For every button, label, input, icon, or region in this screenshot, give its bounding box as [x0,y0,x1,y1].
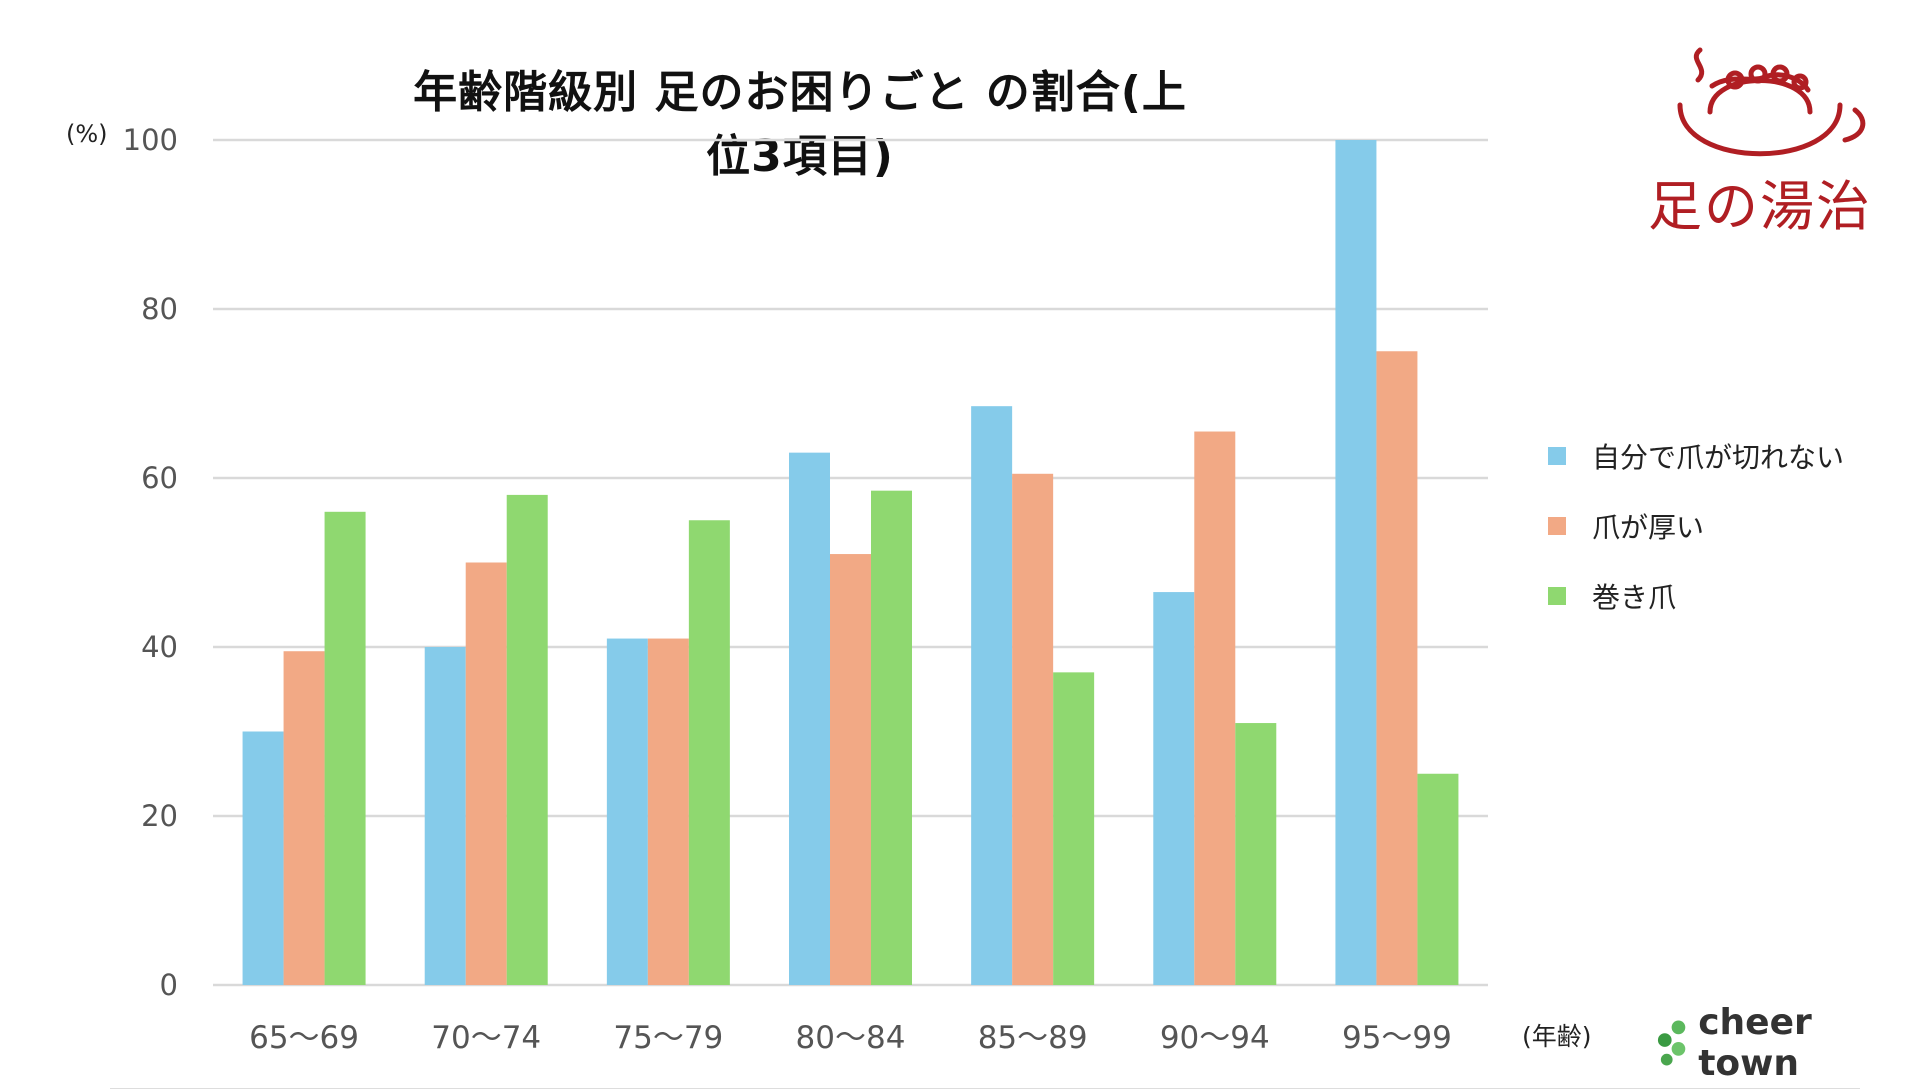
bar [1153,592,1195,985]
cheer-town-logo: cheer town [1655,1002,1920,1084]
bar [971,406,1013,985]
bar [1194,431,1236,985]
bar [465,562,507,985]
bar [242,731,284,985]
legend-swatch [1548,447,1566,465]
legend-item: 巻き爪 [1548,561,1844,631]
x-tick-label: 95〜99 [1342,1020,1452,1056]
bar [688,520,730,985]
bar [789,452,830,985]
bar [1012,473,1054,985]
bar [1235,723,1277,985]
legend-item: 爪が厚い [1548,491,1844,561]
bar [871,490,912,985]
ashi-no-yuji-logo-text: 足の湯治 [1648,175,1872,238]
bar [830,554,871,985]
legend-item: 自分で爪が切れない [1548,421,1844,491]
y-tick-label: 0 [160,968,178,1002]
y-tick-label: 100 [123,123,178,157]
cheer-town-logo-text: cheer town [1698,1002,1812,1084]
ashi-no-yuji-logo [1677,47,1866,157]
x-tick-label: 80〜84 [796,1020,906,1056]
legend-swatch [1548,517,1566,535]
bar [506,494,548,985]
legend-label: 自分で爪が切れない [1592,441,1845,474]
bar [606,638,648,985]
x-tick-label: 85〜89 [978,1020,1088,1056]
y-tick-label: 20 [141,799,178,833]
legend-swatch [1548,587,1566,605]
bar [1376,351,1418,985]
bar [283,651,325,985]
x-tick-label: 75〜79 [613,1020,723,1056]
y-tick-label: 60 [141,461,178,495]
legend-label: 爪が厚い [1592,511,1705,544]
legend: 自分で爪が切れない 爪が厚い 巻き爪 [1548,421,1844,631]
bar [647,638,689,985]
bar [324,511,366,985]
bar [424,647,466,985]
bar [1053,672,1095,985]
bar [1335,140,1377,985]
legend-label: 巻き爪 [1592,581,1677,614]
y-tick-label: 40 [141,630,178,664]
cheer-town-leaf-icon [1657,1020,1686,1066]
bar [1417,773,1459,985]
x-tick-label: 65〜69 [249,1020,359,1056]
y-tick-label: 80 [141,292,178,326]
x-tick-label: 70〜74 [431,1020,541,1056]
x-tick-label: 90〜94 [1160,1020,1270,1056]
x-axis-unit: (年齢) [1522,1022,1592,1051]
y-axis-unit: (%) [66,120,108,148]
